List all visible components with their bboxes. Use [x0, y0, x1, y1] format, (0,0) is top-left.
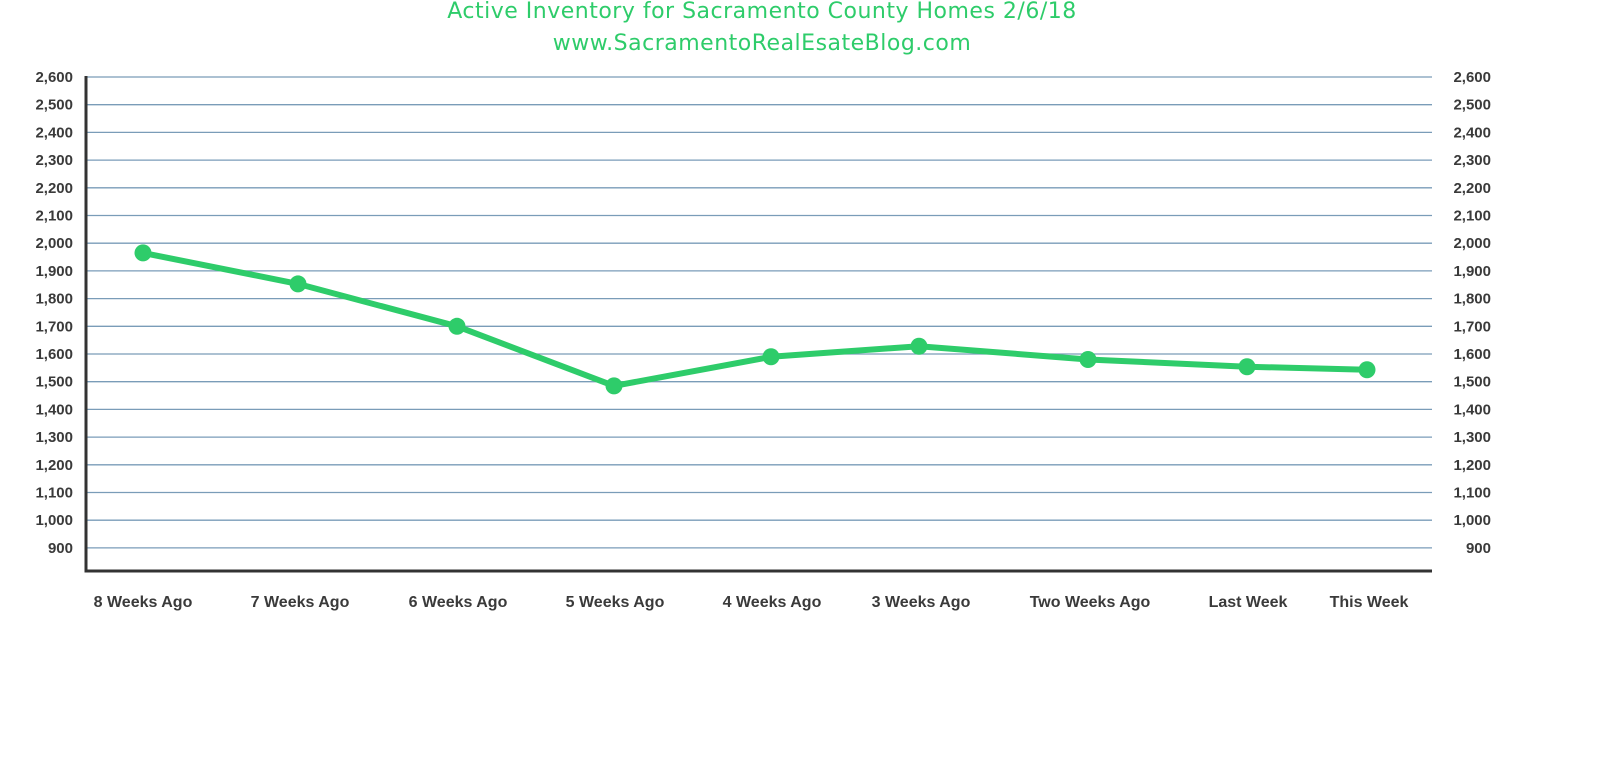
y-tick-label: 2,200	[35, 180, 73, 197]
gridlines	[86, 76, 1432, 549]
y-tick-label-right: 2,300	[1453, 152, 1491, 169]
y-tick-label-right: 2,000	[1453, 235, 1491, 252]
data-point	[1079, 351, 1097, 369]
left-y-axis-ticks: 900 1,000 1,100 1,200 1,300 1,400 1,500 1,600 1,…	[35, 69, 73, 557]
y-tick-label-right: 1,600	[1453, 346, 1491, 363]
y-tick-label-right: 2,200	[1453, 180, 1491, 197]
y-tick-label-right: 2,500	[1453, 97, 1491, 114]
data-point	[910, 337, 928, 355]
chart-subtitle: www.SacramentoRealEsateBlog.com	[552, 31, 972, 56]
y-tick-label: 2,300	[35, 152, 73, 169]
y-tick-label-right: 2,400	[1453, 124, 1491, 141]
y-tick-label: 1,100	[35, 485, 73, 502]
y-tick-label-right: 1,200	[1453, 457, 1491, 474]
y-tick-label: 1,200	[35, 457, 73, 474]
data-point	[1238, 358, 1256, 376]
x-tick-label: Last Week	[1209, 594, 1288, 611]
y-tick-label-right: 1,300	[1453, 429, 1491, 446]
y-tick-label: 900	[48, 540, 73, 557]
data-point	[289, 275, 307, 293]
y-tick-label: 2,500	[35, 97, 73, 114]
y-tick-label: 1,500	[35, 374, 73, 391]
y-tick-label: 1,600	[35, 346, 73, 363]
y-tick-label: 1,000	[35, 512, 73, 529]
data-point	[1358, 361, 1376, 379]
series-line	[140, 249, 1370, 389]
y-tick-label: 1,800	[35, 291, 73, 308]
y-tick-label: 2,100	[35, 208, 73, 225]
y-tick-label: 1,400	[35, 401, 73, 418]
y-tick-label-right: 2,600	[1453, 69, 1491, 86]
data-point	[605, 377, 623, 395]
x-tick-label: This Week	[1330, 594, 1409, 611]
series-inventory	[134, 244, 1376, 395]
x-tick-label: 8 Weeks Ago	[94, 594, 193, 611]
chart-title: Active Inventory for Sacramento County H…	[447, 0, 1077, 24]
y-tick-label-right: 1,700	[1453, 318, 1491, 335]
y-tick-label: 1,300	[35, 429, 73, 446]
right-y-axis-ticks: 900 1,000 1,100 1,200 1,300 1,400 1,500 1,600 1,…	[1453, 69, 1491, 557]
y-tick-label-right: 1,900	[1453, 263, 1491, 280]
y-tick-label: 2,400	[35, 124, 73, 141]
y-tick-label-right: 1,400	[1453, 401, 1491, 418]
y-tick-label-right: 1,500	[1453, 374, 1491, 391]
x-tick-label: 6 Weeks Ago	[409, 594, 508, 611]
y-tick-label-right: 1,800	[1453, 291, 1491, 308]
y-tick-label: 2,600	[35, 69, 73, 86]
x-tick-label: 3 Weeks Ago	[872, 594, 971, 611]
y-tick-label-right: 900	[1466, 540, 1491, 557]
y-tick-label-right: 1,000	[1453, 512, 1491, 529]
data-point	[134, 244, 152, 262]
y-tick-label-right: 2,100	[1453, 208, 1491, 225]
data-point	[762, 348, 780, 366]
y-tick-label: 2,000	[35, 235, 73, 252]
x-axis-ticks: 8 Weeks Ago 7 Weeks Ago 6 Weeks Ago 5 Weeks…	[94, 594, 1409, 611]
x-tick-label: 7 Weeks Ago	[251, 594, 350, 611]
data-point	[448, 317, 466, 335]
x-tick-label: Two Weeks Ago	[1030, 594, 1151, 611]
y-tick-label-right: 1,100	[1453, 485, 1491, 502]
y-tick-label: 1,700	[35, 318, 73, 335]
axes	[84, 76, 1432, 573]
x-tick-label: 4 Weeks Ago	[723, 594, 822, 611]
x-tick-label: 5 Weeks Ago	[566, 594, 665, 611]
y-tick-label: 1,900	[35, 263, 73, 280]
